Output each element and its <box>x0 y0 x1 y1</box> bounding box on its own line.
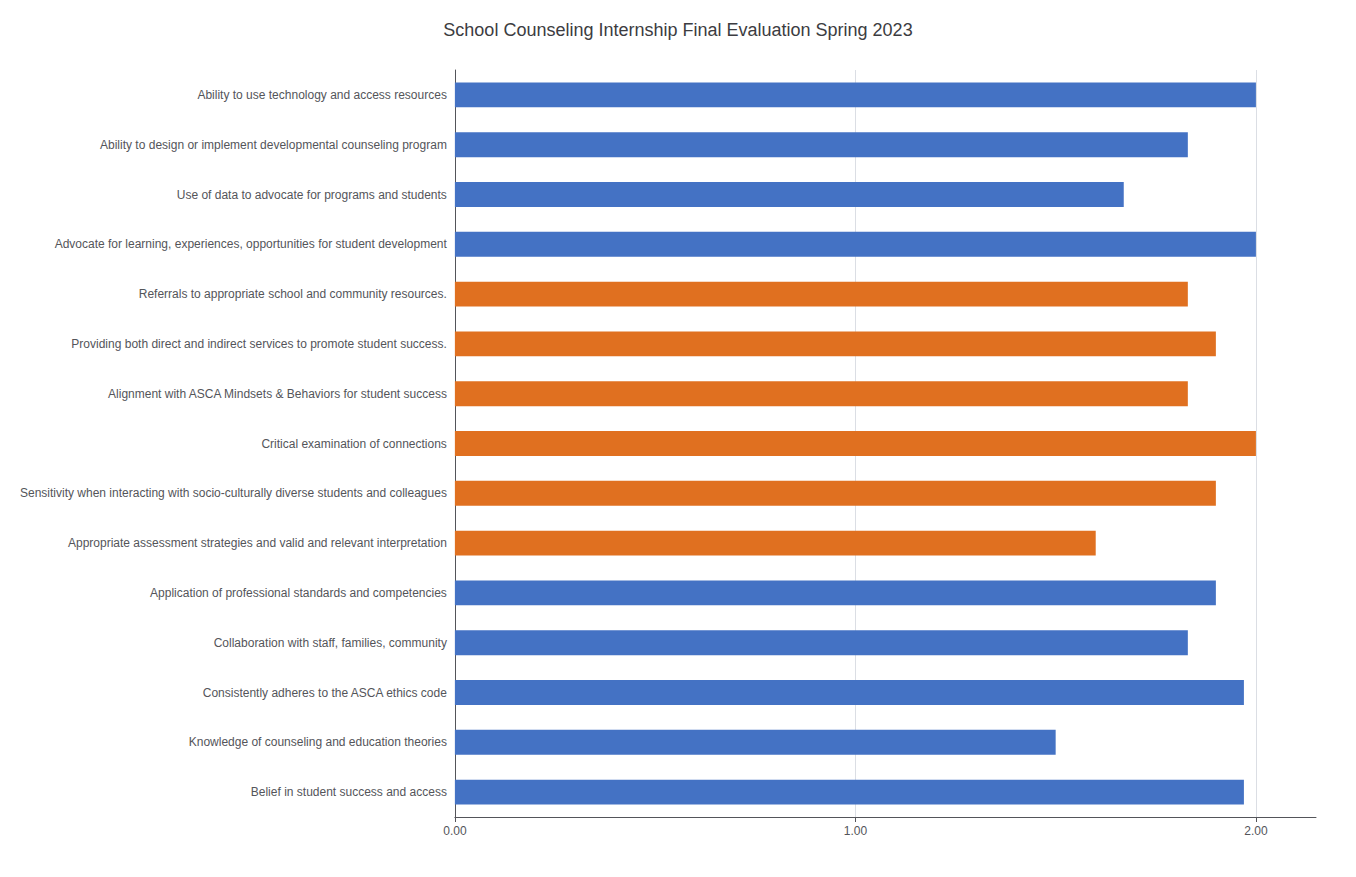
svg-text:Collaboration with staff, fami: Collaboration with staff, families, comm… <box>214 636 447 650</box>
svg-text:Use of data to advocate for pr: Use of data to advocate for programs and… <box>177 188 447 202</box>
svg-text:Providing both direct and indi: Providing both direct and indirect servi… <box>71 337 447 351</box>
svg-text:Referrals to appropriate schoo: Referrals to appropriate school and comm… <box>139 287 447 301</box>
svg-text:Ability to design or implement: Ability to design or implement developme… <box>100 138 447 152</box>
svg-text:Belief in student success and: Belief in student success and access <box>251 785 447 799</box>
svg-text:Ability to use technology and: Ability to use technology and access res… <box>197 88 446 102</box>
svg-text:0.00: 0.00 <box>443 824 467 838</box>
svg-text:2.00: 2.00 <box>1244 824 1268 838</box>
svg-text:School Counseling Internship F: School Counseling Internship Final Evalu… <box>443 20 912 40</box>
svg-text:Appropriate assessment strateg: Appropriate assessment strategies and va… <box>68 536 447 550</box>
svg-text:1.00: 1.00 <box>844 824 868 838</box>
svg-text:Application of professional st: Application of professional standards an… <box>150 586 447 600</box>
svg-text:Advocate for learning, experie: Advocate for learning, experiences, oppo… <box>55 237 448 251</box>
svg-text:Sensitivity when interacting w: Sensitivity when interacting with socio-… <box>20 486 447 500</box>
svg-text:Consistently adheres to the AS: Consistently adheres to the ASCA ethics … <box>203 686 447 700</box>
svg-text:Critical examination of connec: Critical examination of connections <box>261 437 446 451</box>
svg-text:Knowledge of counseling and ed: Knowledge of counseling and education th… <box>189 735 447 749</box>
svg-text:Alignment with ASCA Mindsets &: Alignment with ASCA Mindsets & Behaviors… <box>108 387 447 401</box>
